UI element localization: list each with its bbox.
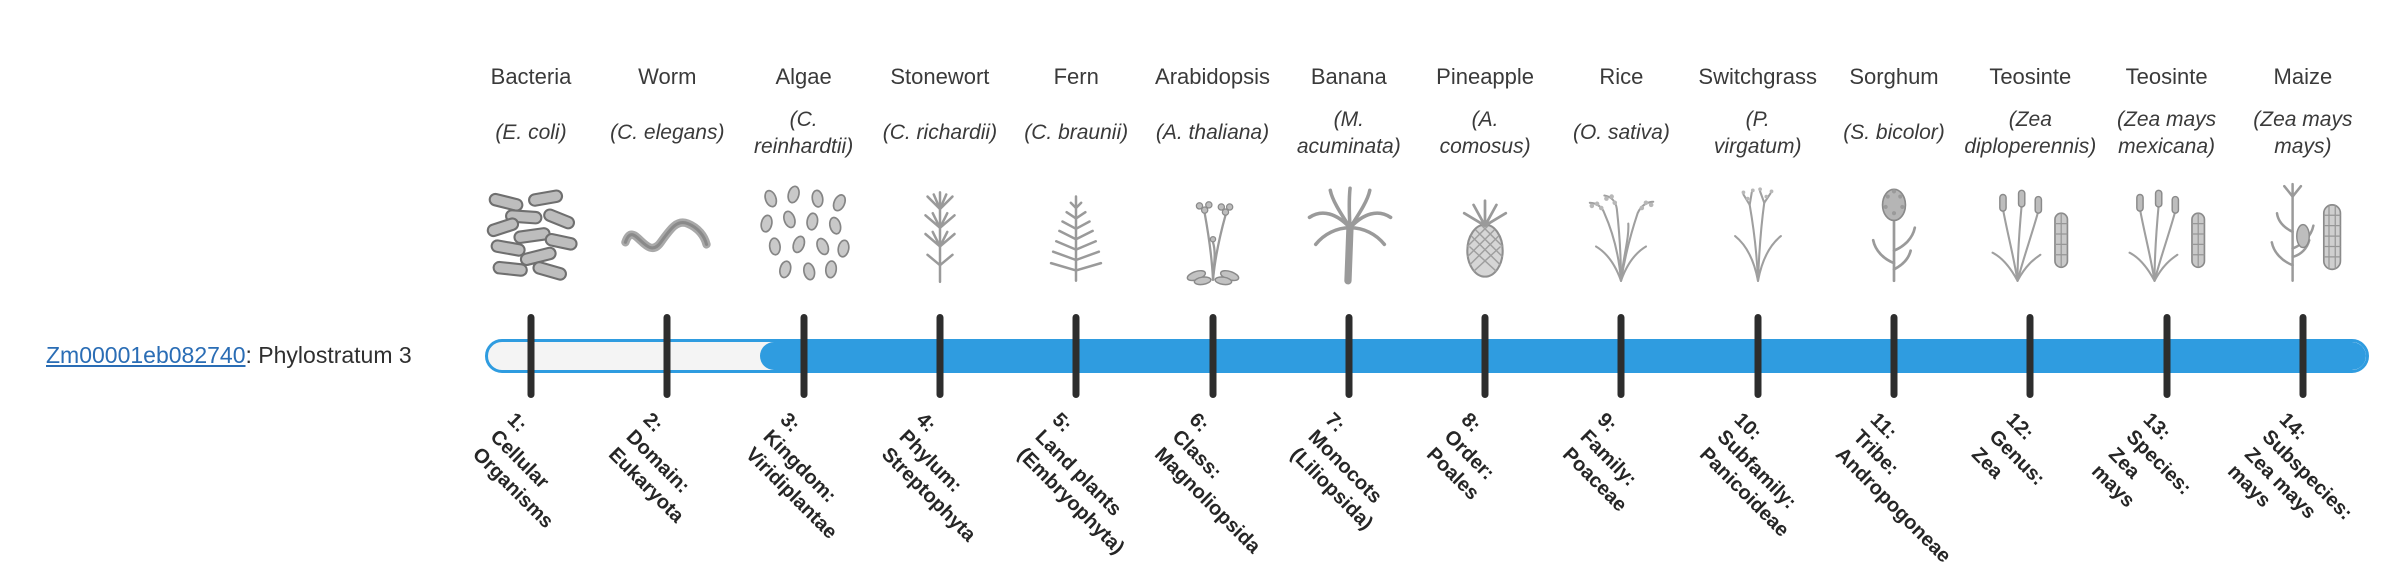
organism-scientific-name: (C. reinhardtii) [753,107,854,158]
organism-common-name: Rice [1599,64,1644,89]
organism-scientific-name: (P. virgatum) [1713,107,1802,158]
organism-scientific-name: (E. coli) [495,121,567,145]
organism-scientific-name: (Zea diploperennis) [1964,107,2097,158]
organism-common-name: Worm [638,64,697,89]
organism-common-name: Switchgrass [1698,64,1817,89]
timeline-tick [1345,314,1353,398]
organism-scientific-name: (C. elegans) [610,121,725,145]
teosinte-icon [2107,178,2227,286]
organism-scientific-name: (C. braunii) [1024,121,1129,145]
maize-icon [2243,178,2363,286]
timeline-tick [1617,314,1625,398]
stonewort-icon [880,178,1000,286]
organism-scientific-name: (C. richardii) [882,121,998,145]
organism-common-name: Fern [1053,64,1099,89]
gene-phylostratum-text: : Phylostratum 3 [245,342,412,368]
timeline-tick [1209,314,1216,398]
timeline-tick [527,314,535,398]
organism-scientific-name: (A. thaliana) [1155,121,1270,145]
organism-scientific-name: (Zea mays mexicana) [2117,107,2217,158]
rice-icon [1561,178,1681,286]
timeline-tick [1754,314,1762,398]
organism-common-name: Pineapple [1436,64,1535,89]
timeline-tick [1890,314,1898,398]
organism-common-name: Stonewort [890,64,990,89]
timeline-tick [1072,314,1080,398]
timeline-tick [936,314,944,398]
phylostrata-bar-fill [760,342,2366,370]
gene-id-link[interactable]: Zm00001eb082740 [46,342,246,368]
phylostrata-bar [485,339,2369,373]
timeline-tick [2299,314,2307,398]
gene-label: Zm00001eb082740: Phylostratum 3 [46,342,412,369]
pineapple-icon [1425,178,1545,286]
organism-common-name: Bacteria [490,64,572,89]
bacteria-icon [471,178,591,286]
algae-icon [744,178,864,286]
organism-common-name: Maize [2273,64,2333,89]
organism-common-name: Algae [775,64,832,89]
organism-common-name: Banana [1310,64,1387,89]
timeline-tick [800,314,808,398]
switchgrass-icon [1698,178,1818,286]
teosinte-icon [1970,178,2090,286]
organism-scientific-name: (Zea mays mays) [2253,107,2353,158]
sorghum-icon [1834,178,1954,286]
fern-icon [1016,178,1136,286]
organism-scientific-name: (M. acuminata) [1296,107,1401,158]
timeline-tick [2163,314,2171,398]
arabidopsis-icon [1153,178,1273,286]
organism-common-name: Arabidopsis [1155,64,1270,89]
organism-scientific-name: (S. bicolor) [1843,121,1945,145]
timeline-tick [663,314,671,398]
banana-icon [1289,178,1409,286]
organism-common-name: Teosinte [2125,64,2208,89]
worm-icon [607,178,727,286]
timeline-tick [2026,314,2034,398]
timeline-tick [1481,314,1489,398]
organism-scientific-name: (A. comosus) [1439,107,1531,158]
organism-common-name: Sorghum [1849,64,1939,89]
organism-scientific-name: (O. sativa) [1572,121,1670,145]
organism-common-name: Teosinte [1989,64,2072,89]
